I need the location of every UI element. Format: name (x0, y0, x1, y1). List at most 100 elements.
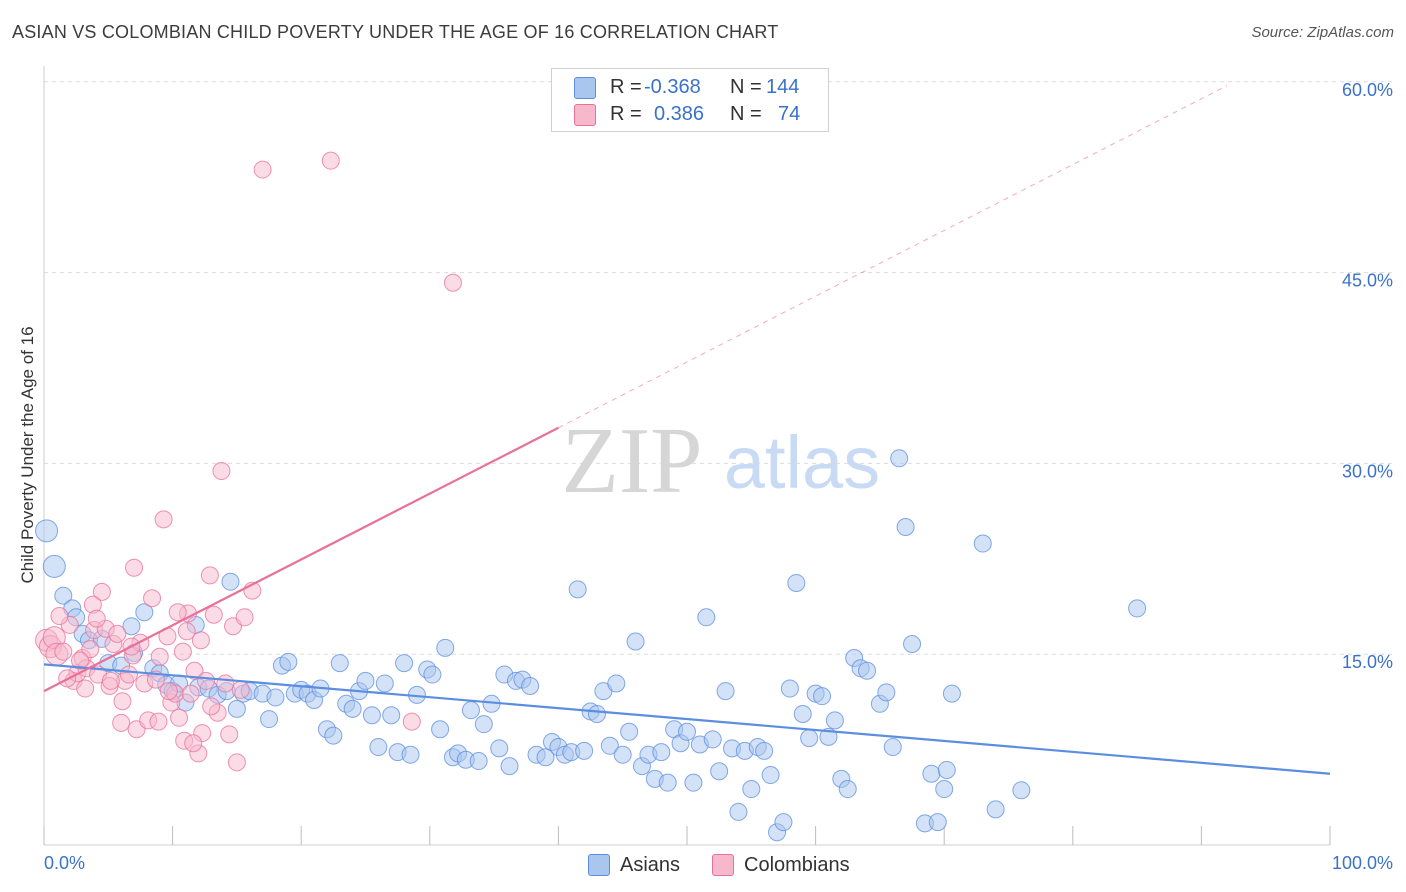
data-point-asians (1012, 781, 1031, 800)
data-point-asians (375, 674, 394, 693)
data-point-asians (697, 608, 716, 627)
correlation-legend: R = -0.368 N = 144 R = 0.386 N = 74 (551, 68, 829, 132)
bottom-swatch-asians (588, 854, 610, 876)
data-point-colombians (150, 647, 169, 666)
data-point-asians (937, 760, 956, 779)
data-point-colombians (154, 510, 173, 529)
y-tick-label: 45.0% (1342, 271, 1393, 291)
data-point-asians (500, 757, 519, 776)
data-point-colombians (146, 670, 165, 689)
data-point-colombians (321, 151, 340, 170)
data-point-colombians (101, 671, 120, 690)
data-point-asians (600, 736, 619, 755)
data-point-asians (761, 766, 780, 785)
data-point-colombians (216, 674, 235, 693)
data-point-asians (607, 674, 626, 693)
bottom-legend-label-asians: Asians (620, 854, 681, 876)
data-point-colombians (168, 603, 187, 622)
data-point-asians (793, 704, 812, 723)
data-point-colombians (220, 725, 239, 744)
data-point-asians (343, 699, 362, 718)
data-point-asians (620, 722, 639, 741)
data-point-colombians (87, 609, 106, 628)
data-point-colombians (197, 671, 216, 690)
data-point-asians (755, 741, 774, 760)
chart-title: ASIAN VS COLOMBIAN CHILD POVERTY UNDER T… (12, 22, 779, 42)
data-point-asians (42, 554, 66, 578)
data-point-asians (568, 580, 587, 599)
data-point-asians (330, 654, 349, 673)
data-point-asians (935, 780, 954, 799)
bottom-swatch-colombians (712, 854, 734, 876)
data-point-colombians (253, 160, 272, 179)
data-point-asians (260, 710, 279, 729)
data-point-asians (122, 617, 141, 636)
x-tick-label: 100.0% (1332, 853, 1393, 873)
legend-n-label: N = (730, 76, 762, 98)
data-point-colombians (177, 622, 196, 641)
data-point-colombians (125, 558, 144, 577)
data-point-asians (521, 677, 540, 695)
axes (43, 66, 1331, 846)
legend-r-value-colombians: 0.386 (654, 103, 705, 125)
data-point-colombians (402, 712, 421, 731)
data-point-asians (774, 813, 793, 832)
data-point-colombians (235, 608, 254, 627)
data-point-colombians (71, 651, 90, 670)
data-point-colombians (202, 697, 221, 716)
data-point-colombians (50, 607, 69, 626)
data-point-asians (684, 773, 703, 792)
data-point-asians (1128, 599, 1147, 618)
data-point-colombians (443, 273, 462, 292)
bottom-legend-label-colombians: Colombians (744, 854, 850, 876)
data-point-asians (613, 745, 632, 764)
data-point-asians (490, 739, 509, 758)
data-point-colombians (227, 753, 246, 772)
data-point-asians (54, 586, 73, 605)
y-tick-label: 60.0% (1342, 80, 1393, 100)
data-point-colombians (54, 642, 73, 661)
data-point-colombians (143, 589, 162, 608)
legend-r-label: R = (610, 103, 642, 125)
data-point-colombians (92, 582, 111, 601)
watermark: ZIP atlas (562, 409, 881, 513)
data-point-asians (395, 654, 414, 673)
data-point-asians (787, 573, 806, 592)
data-point-asians (903, 635, 922, 654)
legend-n-label: N = (730, 103, 762, 125)
x-tick-label: 0.0% (44, 853, 85, 873)
y-tick-label: 15.0% (1342, 652, 1393, 672)
data-point-asians (431, 720, 450, 739)
data-point-asians (858, 661, 877, 680)
data-point-colombians (231, 680, 250, 699)
data-point-asians (973, 534, 992, 553)
data-point-asians (928, 813, 947, 832)
data-point-asians (658, 773, 677, 792)
trend-line-asians (43, 663, 1331, 775)
data-point-colombians (108, 624, 127, 643)
legend-n-value-asians: 144 (766, 76, 800, 98)
data-point-asians (469, 752, 488, 771)
data-point-asians (742, 780, 761, 799)
grid-lines (44, 81, 1392, 655)
data-point-asians (324, 726, 343, 745)
data-point-asians (716, 682, 735, 701)
watermark-atlas: atlas (724, 421, 880, 504)
data-point-asians (279, 652, 298, 671)
data-point-colombians (119, 665, 138, 684)
data-point-asians (587, 704, 606, 723)
data-point-colombians (173, 642, 192, 661)
watermark-zip: ZIP (562, 409, 703, 513)
data-point-asians (710, 762, 729, 781)
data-point-asians (890, 449, 909, 468)
legend-r-value-asians: -0.368 (644, 76, 701, 98)
data-point-colombians (81, 640, 100, 659)
source-label: Source: ZipAtlas.com (1251, 24, 1394, 41)
data-point-asians (356, 671, 375, 690)
data-point-asians (883, 738, 902, 757)
data-point-colombians (181, 684, 200, 703)
legend-r-label: R = (610, 76, 642, 98)
data-point-asians (536, 748, 555, 767)
data-point-asians (922, 764, 941, 783)
